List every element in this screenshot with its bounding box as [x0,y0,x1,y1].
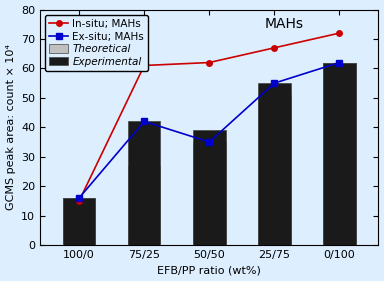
Line: Ex-situ; MAHs: Ex-situ; MAHs [76,60,342,201]
Bar [323,63,356,245]
X-axis label: EFB/PP ratio (wt%): EFB/PP ratio (wt%) [157,266,261,275]
Ex-situ; MAHs [337,61,342,64]
Line: In-situ; MAHs: In-situ; MAHs [76,30,342,204]
Bar [323,63,356,245]
In-situ; MAHs [272,46,276,49]
Ex-situ; MAHs [142,120,147,123]
In-situ; MAHs [142,64,147,67]
Legend: In-situ; MAHs, Ex-situ; MAHs, Theoretical, Experimental: In-situ; MAHs, Ex-situ; MAHs, Theoretica… [45,15,148,71]
Ex-situ; MAHs [207,140,212,144]
Bar [128,121,161,245]
Ex-situ; MAHs [77,196,81,200]
Y-axis label: GCMS peak area: count × 10⁴: GCMS peak area: count × 10⁴ [5,44,16,210]
Bar [193,130,225,245]
Bar [63,198,95,245]
Bar [63,198,95,245]
Bar [193,142,225,245]
In-situ; MAHs [207,61,212,64]
Text: MAHs: MAHs [264,17,303,31]
Bar [258,83,291,245]
In-situ; MAHs [77,199,81,203]
Ex-situ; MAHs [272,81,276,85]
Bar [258,95,291,245]
In-situ; MAHs [337,31,342,35]
Bar [128,166,161,245]
